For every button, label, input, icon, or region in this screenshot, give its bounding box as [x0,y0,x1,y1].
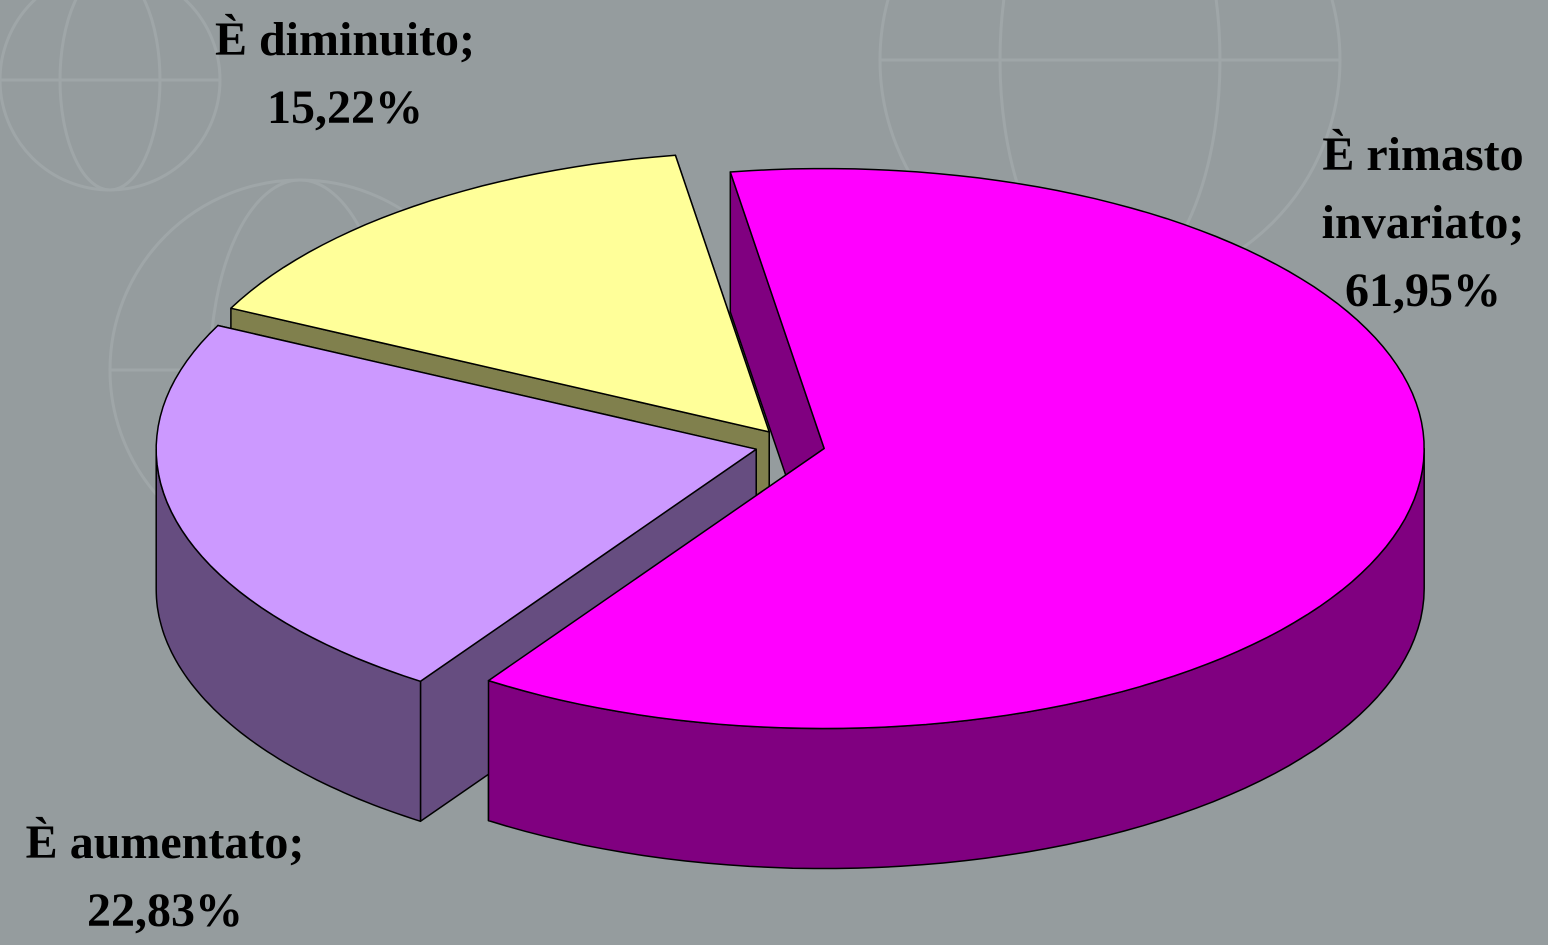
data-label: È diminuito; 15,22% [170,6,520,142]
category-label: È aumentato; [25,816,305,869]
slice-top [155,324,757,683]
category-label: È diminuito; [214,13,476,66]
value-label: 15,22% [267,81,423,134]
slice-top [230,154,770,433]
data-label: È rimasto invariato; 61,95% [1303,121,1543,325]
value-label: 22,83% [87,884,243,937]
data-label: È aumentato; 22,83% [5,809,325,945]
value-label: 61,95% [1345,264,1501,317]
category-label: È rimasto invariato; [1321,128,1525,249]
slice-top [487,167,1425,730]
